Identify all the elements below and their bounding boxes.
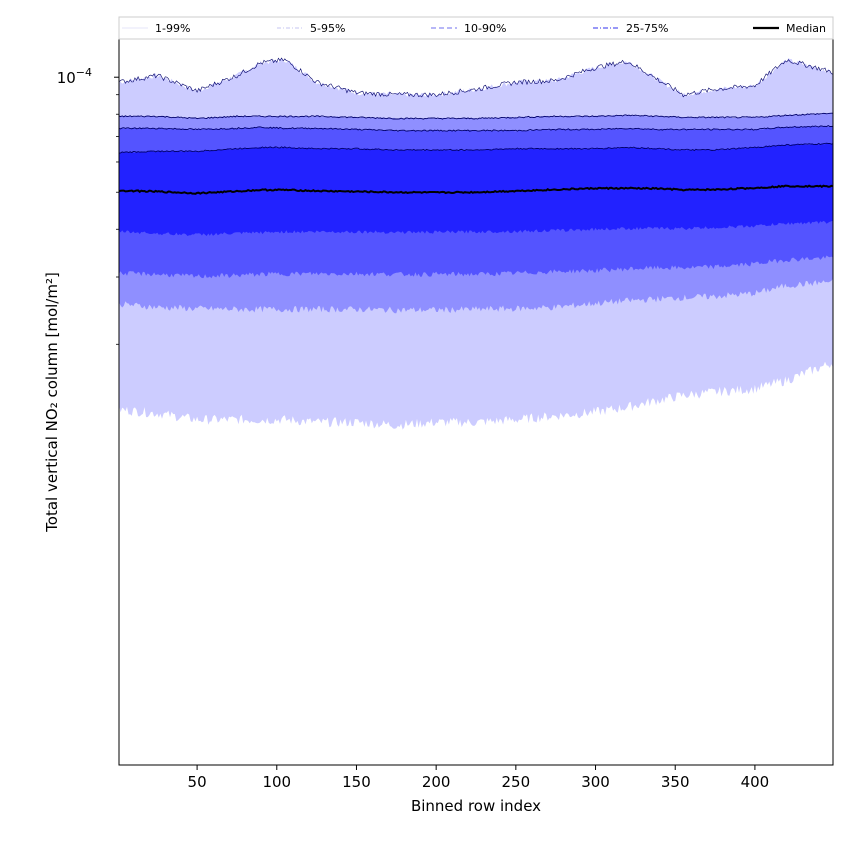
band-25-75 xyxy=(119,143,833,236)
median-line xyxy=(118,184,834,195)
x-tick-label: 400 xyxy=(741,773,770,791)
median-layer xyxy=(118,184,834,195)
y-axis: 10−4 xyxy=(57,66,119,345)
percentile-bands xyxy=(118,57,834,430)
band-25-75-upper-edge xyxy=(118,142,834,154)
legend: 1-99% 5-95% 10-90% 25-75% Median xyxy=(118,16,834,40)
legend-label: 25-75% xyxy=(626,22,668,35)
band-5-95-upper-edge xyxy=(118,112,833,120)
x-axis: 50 100 150 200 250 300 350 400 xyxy=(188,765,770,791)
x-tick-label: 200 xyxy=(422,773,451,791)
band-1-99-upper-edge xyxy=(118,57,834,98)
x-tick-label: 300 xyxy=(581,773,610,791)
legend-label: 5-95% xyxy=(310,22,345,35)
x-tick-label: 350 xyxy=(661,773,690,791)
x-tick-label: 50 xyxy=(188,773,207,791)
legend-label: 1-99% xyxy=(155,22,190,35)
band-10-90-upper-edge xyxy=(118,124,834,132)
y-axis-title: Total vertical NO₂ column [mol/m²] xyxy=(43,272,61,533)
x-tick-label: 150 xyxy=(342,773,371,791)
y-tick-label: 10−4 xyxy=(57,66,92,87)
x-tick-label: 250 xyxy=(502,773,531,791)
legend-label: 10-90% xyxy=(464,22,506,35)
x-axis-title: Binned row index xyxy=(411,797,541,815)
x-tick-label: 100 xyxy=(262,773,291,791)
legend-label: Median xyxy=(786,22,826,35)
legend-box xyxy=(118,16,834,40)
